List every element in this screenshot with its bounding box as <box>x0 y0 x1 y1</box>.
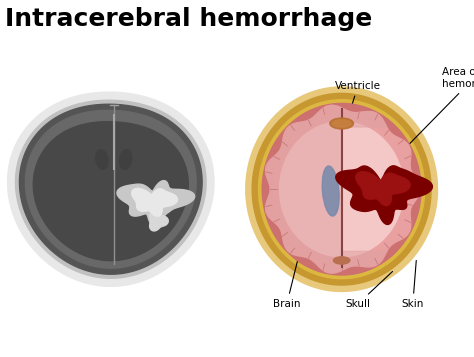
Polygon shape <box>33 122 188 261</box>
Text: Skin: Skin <box>401 261 424 309</box>
Polygon shape <box>16 100 206 278</box>
Ellipse shape <box>96 150 108 169</box>
Polygon shape <box>19 104 202 274</box>
Ellipse shape <box>333 257 350 264</box>
Text: Skull: Skull <box>346 271 392 309</box>
Polygon shape <box>280 122 404 257</box>
Text: Brain: Brain <box>273 251 301 309</box>
Polygon shape <box>26 110 196 268</box>
Polygon shape <box>265 105 387 273</box>
Polygon shape <box>265 105 420 273</box>
Polygon shape <box>246 87 438 291</box>
Polygon shape <box>258 100 425 279</box>
Polygon shape <box>262 104 421 275</box>
Polygon shape <box>336 166 432 225</box>
Ellipse shape <box>119 150 132 169</box>
Text: Ventricle: Ventricle <box>333 81 381 164</box>
Polygon shape <box>117 181 195 227</box>
Polygon shape <box>8 92 214 286</box>
Ellipse shape <box>322 166 339 216</box>
Ellipse shape <box>330 118 354 129</box>
Text: Intracerebral hemorrhage: Intracerebral hemorrhage <box>5 7 372 31</box>
Text: Area of
hemorrhage: Area of hemorrhage <box>394 67 474 160</box>
Polygon shape <box>356 172 410 206</box>
Text: Front: Front <box>100 80 128 90</box>
Polygon shape <box>252 94 431 285</box>
Ellipse shape <box>332 120 351 127</box>
Polygon shape <box>132 188 178 216</box>
Text: Back: Back <box>100 288 128 298</box>
Polygon shape <box>150 211 168 231</box>
